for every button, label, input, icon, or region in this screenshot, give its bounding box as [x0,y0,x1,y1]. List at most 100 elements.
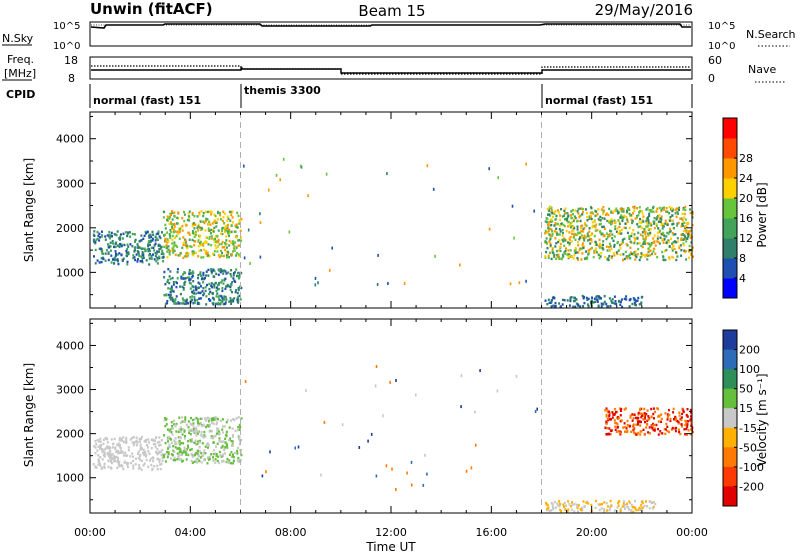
heatmap-cell [157,230,160,233]
heatmap-cell [192,289,195,292]
heatmap-cell [96,237,99,240]
heatmap-cell [650,415,653,418]
heatmap-cell [198,446,201,449]
heatmap-cell [638,506,641,510]
heatmap-cell [619,303,622,306]
heatmap-cell [684,433,687,436]
heatmap-cell [666,429,669,433]
heatmap-cell [599,219,602,222]
heatmap-cell [217,287,220,291]
heatmap-cell [556,255,559,259]
heatmap-cell [597,305,600,308]
heatmap-cell [183,420,186,423]
heatmap-cell [566,212,569,215]
heatmap-cell [226,460,229,464]
heatmap-cell [132,254,135,257]
heatmap-cell [169,428,172,431]
heatmap-cell [238,238,241,242]
heatmap-cell [237,446,240,450]
heatmap-cell [575,302,578,305]
heatmap-cell [229,210,232,214]
heatmap-cell [614,221,617,224]
heatmap-cell [167,451,170,454]
freq-panel: Freq. [MHz] 18 8 60 0 Nave [2,53,785,85]
heatmap-cell [191,274,194,277]
heatmap-cell [168,275,171,278]
heatmap-cell [195,443,197,446]
heatmap-cell [226,283,229,287]
heatmap-cell [637,247,640,251]
heatmap-cell [619,433,622,436]
heatmap-cell [614,225,617,228]
velocity-xlabel: Time UT [365,540,416,554]
heatmap-cell [636,215,638,219]
heatmap-cell [572,229,575,232]
heatmap-cell [192,280,195,283]
heatmap-cell [569,296,572,300]
heatmap-cell [657,220,660,223]
heatmap-cell [635,300,638,303]
heatmap-cell [201,417,203,420]
heatmap-cell [567,500,570,503]
heatmap-cell [99,440,102,443]
heatmap-cell [653,240,656,243]
heatmap-cell [99,445,102,448]
heatmap-cell [213,298,215,301]
heatmap-cell [554,301,557,305]
heatmap-cell [232,418,235,421]
heatmap-cell [642,253,645,257]
heatmap-cell [591,211,594,214]
heatmap-cell [221,279,224,282]
heatmap-cell [232,300,235,303]
heatmap-cell [395,379,397,382]
heatmap-cell [577,244,580,247]
y-tick-label: 1000 [56,266,84,279]
heatmap-cell [616,227,619,230]
heatmap-cell [159,443,162,447]
heatmap-cell [188,272,191,276]
heatmap-cell [196,302,199,305]
heatmap-cell [152,459,155,463]
heatmap-cell [569,249,572,252]
heatmap-cell [195,288,198,292]
heatmap-cell [594,240,597,244]
heatmap-cell [567,241,569,244]
x-tick-label: 16:00 [475,526,507,539]
heatmap-cell [140,437,142,441]
heatmap-cell [676,419,679,423]
heatmap-cell [573,502,576,506]
heatmap-cell [224,295,227,299]
heatmap-cell [608,207,611,211]
heatmap-cell [607,213,610,217]
heatmap-cell [605,413,608,417]
velocity-ylabel: Slant Range [km] [22,363,36,467]
heatmap-cell [605,212,608,215]
heatmap-cell [206,462,209,465]
heatmap-cell [664,412,667,415]
heatmap-cell [634,217,637,220]
heatmap-cell [633,506,636,509]
heatmap-cell [143,439,146,443]
heatmap-cell [406,471,408,475]
heatmap-cell [185,252,188,255]
heatmap-cell [197,440,200,443]
heatmap-cell [203,248,206,251]
heatmap-cell [219,299,222,302]
heatmap-cell [644,232,647,235]
heatmap-cell [690,424,693,427]
heatmap-cell [546,242,548,245]
heatmap-cell [230,462,232,465]
heatmap-cell [206,456,209,459]
heatmap-cell [403,281,406,285]
heatmap-cell [154,443,157,446]
heatmap-cell [102,442,105,446]
heatmap-cell [688,230,691,233]
heatmap-cell [628,237,631,240]
heatmap-cell [583,234,586,237]
heatmap-cell [178,237,181,240]
heatmap-cell [220,218,222,221]
heatmap-cell [573,510,576,513]
heatmap-cell [599,215,602,219]
heatmap-cell [551,212,554,215]
heatmap-cell [553,253,556,257]
